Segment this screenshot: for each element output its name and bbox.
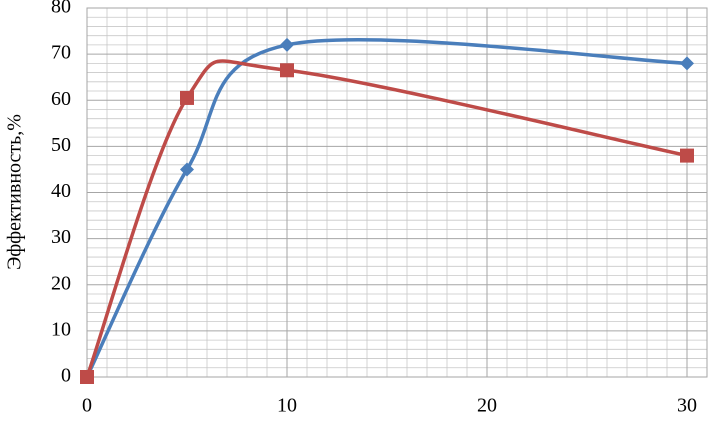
y-tick-label: 0 xyxy=(61,365,71,387)
marker xyxy=(680,56,694,71)
x-tick-label: 30 xyxy=(677,395,697,417)
y-tick-label: 30 xyxy=(51,226,71,248)
y-tick-label: 20 xyxy=(51,272,71,294)
y-axis-label: Эффективность,% xyxy=(4,114,26,270)
marker xyxy=(280,63,294,78)
series-line xyxy=(85,38,688,378)
series-line xyxy=(85,59,688,378)
marker xyxy=(180,162,194,177)
marker xyxy=(280,37,294,52)
plot-border xyxy=(86,7,708,378)
x-tick-label: 20 xyxy=(477,395,497,417)
marker xyxy=(180,90,194,105)
grid-layer xyxy=(86,7,708,378)
x-tick-label: 10 xyxy=(277,395,297,417)
marker xyxy=(680,148,694,163)
marker xyxy=(80,370,94,384)
y-tick-label: 70 xyxy=(51,42,71,64)
y-tick-label: 80 xyxy=(51,0,71,18)
y-tick-label: 50 xyxy=(51,134,71,156)
y-tick-label: 10 xyxy=(51,318,71,340)
y-tick-label: 40 xyxy=(51,180,71,202)
x-tick-label: 0 xyxy=(82,395,92,417)
y-tick-label: 60 xyxy=(51,88,71,110)
